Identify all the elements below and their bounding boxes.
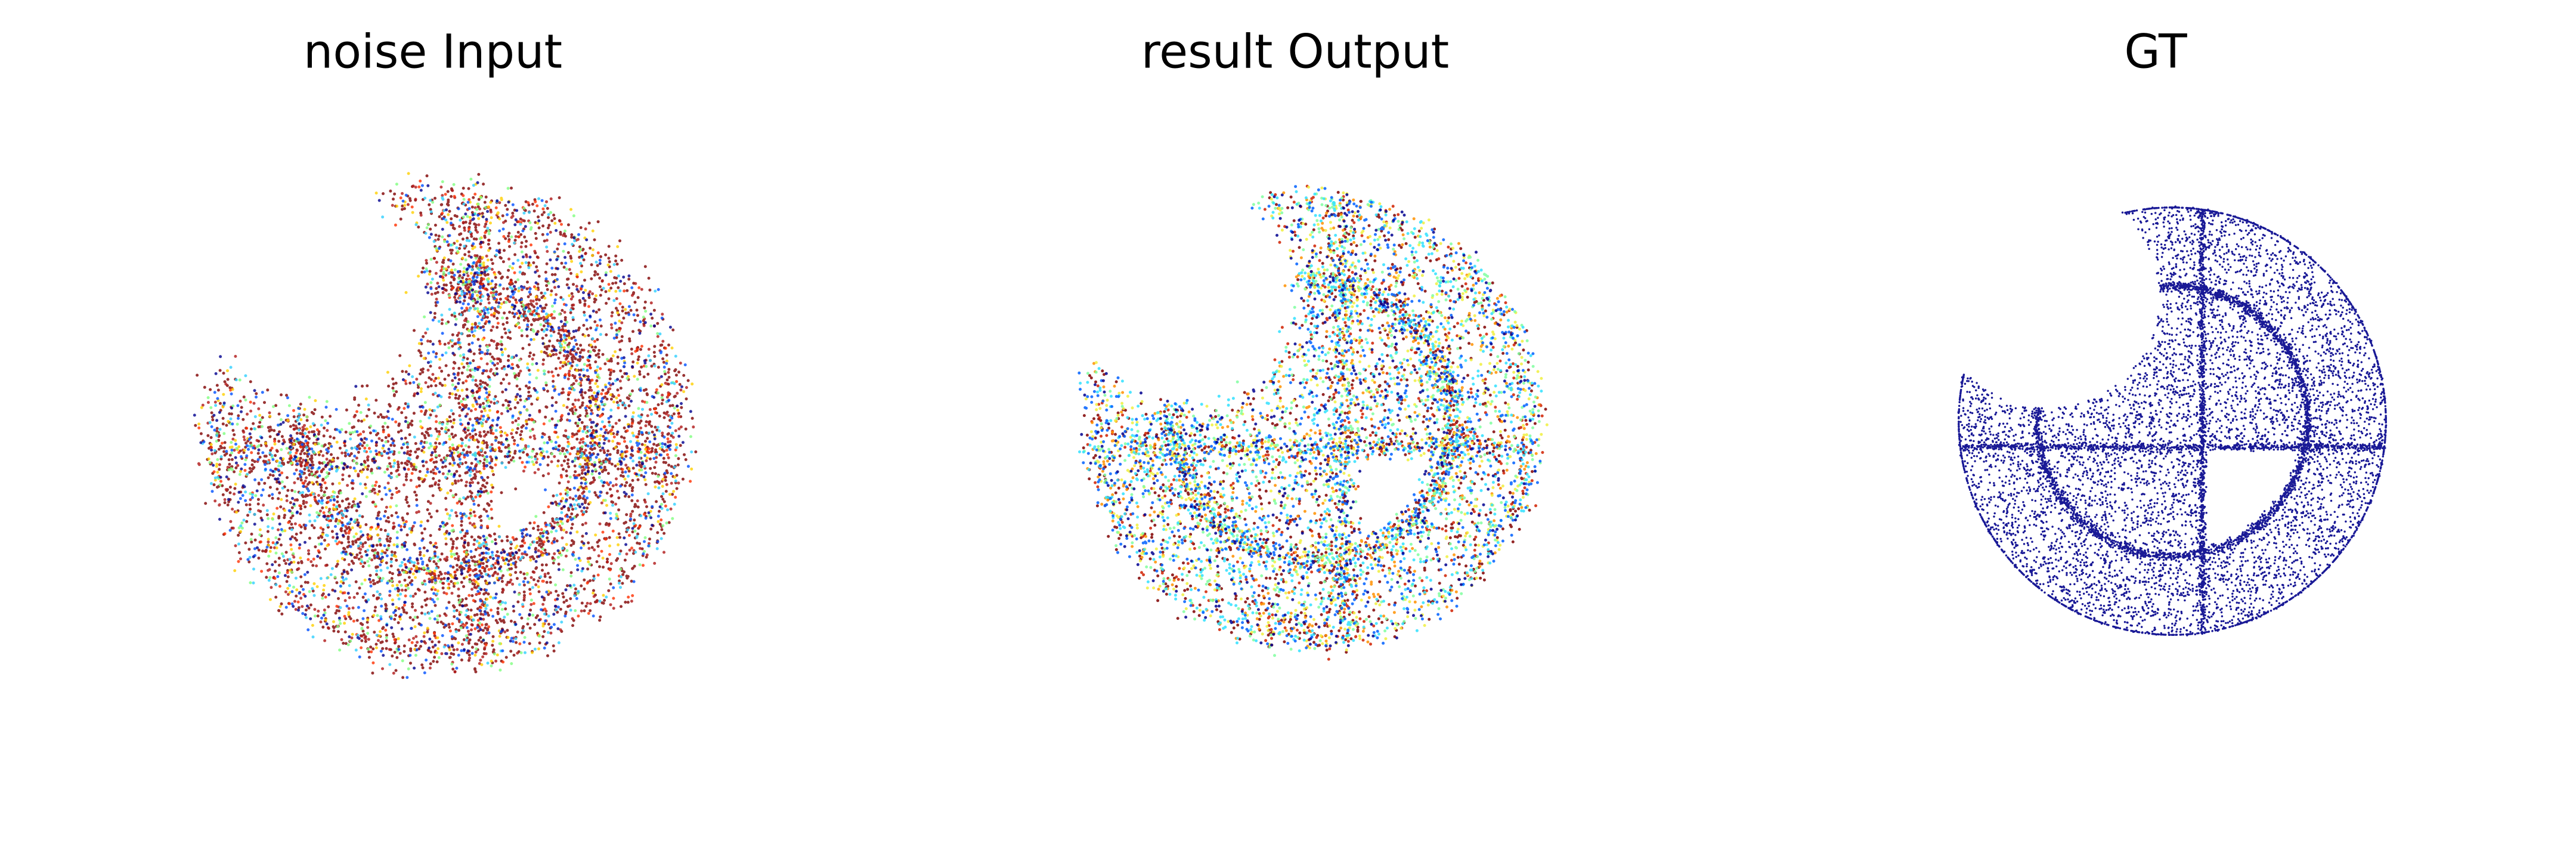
points bbox=[1080, 193, 1540, 648]
panel-title: result Output bbox=[1141, 25, 1449, 79]
point-cloud bbox=[1957, 205, 2388, 636]
points bbox=[1086, 191, 1541, 648]
points bbox=[1078, 185, 1542, 650]
panel-title: GT bbox=[2124, 25, 2187, 79]
points bbox=[197, 172, 694, 666]
points bbox=[1957, 205, 2388, 636]
points bbox=[193, 181, 692, 670]
point-cloud bbox=[1078, 184, 1549, 661]
panel-title: noise Input bbox=[304, 25, 562, 79]
points bbox=[202, 184, 690, 679]
points bbox=[194, 172, 698, 679]
point-cloud bbox=[193, 172, 698, 679]
